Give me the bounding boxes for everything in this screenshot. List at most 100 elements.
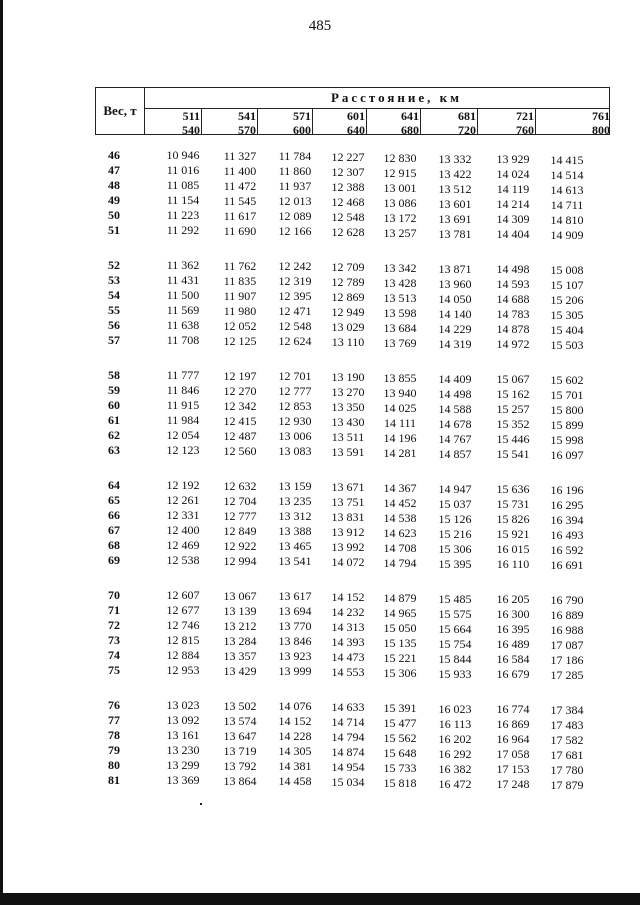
value-cell: 11 777 bbox=[166, 368, 200, 382]
value-cell: 13 574 bbox=[223, 713, 257, 728]
value-cell: 14 909 bbox=[550, 227, 584, 242]
value-cell: 13 770 bbox=[278, 619, 312, 634]
value-cell: 12 930 bbox=[278, 414, 312, 429]
range-to: 600 bbox=[293, 123, 311, 137]
weight-cell: 48 bbox=[108, 178, 120, 192]
value-cell: 16 395 bbox=[496, 622, 530, 637]
weight-cell: 77 bbox=[108, 713, 120, 727]
value-cell: 12 331 bbox=[166, 508, 200, 522]
value-cell: 15 899 bbox=[550, 417, 584, 432]
scan-border-bottom bbox=[0, 893, 640, 905]
weight-cell: 51 bbox=[108, 223, 120, 237]
value-cell: 11 784 bbox=[278, 149, 312, 164]
value-cell: 14 688 bbox=[496, 292, 530, 307]
value-cell: 12 471 bbox=[278, 304, 312, 319]
value-cell: 15 998 bbox=[550, 432, 584, 447]
value-cell: 14 140 bbox=[438, 306, 472, 321]
value-cell: 16 015 bbox=[496, 542, 530, 557]
table-row: 64 12 192 12 632 13 159 13 671 14 367 14 947 15… bbox=[0, 478, 640, 497]
value-cell: 16 196 bbox=[550, 482, 584, 497]
value-cell: 13 601 bbox=[438, 196, 472, 211]
value-cell: 14 050 bbox=[438, 291, 472, 306]
value-cell: 11 431 bbox=[166, 273, 200, 287]
value-cell: 11 223 bbox=[166, 208, 200, 222]
value-cell: 14 024 bbox=[496, 167, 530, 182]
value-cell: 14 415 bbox=[550, 152, 584, 167]
weight-cell: 56 bbox=[108, 318, 120, 332]
value-cell: 16 774 bbox=[496, 702, 530, 717]
value-cell: 12 704 bbox=[223, 493, 257, 508]
value-cell: 13 430 bbox=[331, 415, 365, 430]
value-cell: 13 342 bbox=[383, 260, 417, 275]
value-cell: 11 327 bbox=[223, 148, 257, 163]
value-cell: 14 972 bbox=[496, 337, 530, 352]
value-cell: 15 221 bbox=[383, 650, 417, 665]
value-cell: 13 591 bbox=[331, 445, 365, 460]
value-cell: 13 831 bbox=[331, 510, 365, 525]
value-cell: 14 538 bbox=[383, 510, 417, 525]
value-cell: 16 869 bbox=[496, 717, 530, 732]
weight-cell: 62 bbox=[108, 428, 120, 442]
value-cell: 11 762 bbox=[223, 258, 257, 273]
value-cell: 11 085 bbox=[166, 178, 200, 192]
value-cell: 15 485 bbox=[438, 591, 472, 606]
value-cell: 15 503 bbox=[550, 337, 584, 352]
value-cell: 15 921 bbox=[496, 527, 530, 542]
value-cell: 17 780 bbox=[550, 762, 584, 777]
value-cell: 12 815 bbox=[166, 633, 200, 647]
value-cell: 13 235 bbox=[278, 494, 312, 509]
distance-range-header: 571 600 bbox=[258, 108, 313, 137]
value-cell: 14 874 bbox=[331, 745, 365, 760]
range-from: 541 bbox=[238, 109, 256, 123]
value-cell: 11 500 bbox=[166, 288, 200, 302]
value-cell: 13 159 bbox=[278, 479, 312, 494]
value-cell: 14 367 bbox=[383, 480, 417, 495]
value-cell: 12 624 bbox=[278, 334, 312, 349]
value-cell: 12 227 bbox=[331, 150, 365, 165]
value-cell: 13 388 bbox=[278, 524, 312, 539]
value-cell: 15 404 bbox=[550, 322, 584, 337]
range-from: 641 bbox=[401, 109, 419, 123]
value-cell: 12 953 bbox=[166, 663, 200, 677]
value-cell: 14 452 bbox=[383, 495, 417, 510]
value-cell: 14 309 bbox=[496, 212, 530, 227]
range-from: 571 bbox=[293, 109, 311, 123]
value-cell: 13 960 bbox=[438, 276, 472, 291]
range-from: 721 bbox=[516, 109, 534, 123]
table-row: 62 12 054 12 487 13 006 13 511 14 196 14 767 15… bbox=[0, 428, 640, 447]
value-cell: 17 087 bbox=[550, 637, 584, 652]
value-cell: 12 400 bbox=[166, 523, 200, 537]
value-cell: 13 513 bbox=[383, 290, 417, 305]
value-cell: 13 422 bbox=[438, 166, 472, 181]
value-cell: 13 912 bbox=[331, 525, 365, 540]
value-cell: 15 162 bbox=[496, 387, 530, 402]
value-cell: 15 844 bbox=[438, 651, 472, 666]
table-row: 72 12 746 13 212 13 770 14 313 15 050 15 664 16… bbox=[0, 618, 640, 637]
value-cell: 15 733 bbox=[383, 760, 417, 775]
table-row: 46 10 946 11 327 11 784 12 227 12 830 13 332 13… bbox=[0, 148, 640, 167]
value-cell: 15 037 bbox=[438, 496, 472, 511]
table-row: 69 12 538 12 994 13 541 14 072 14 794 15 395 16… bbox=[0, 553, 640, 572]
value-cell: 16 110 bbox=[496, 557, 530, 572]
value-cell: 15 754 bbox=[438, 636, 472, 651]
value-cell: 15 562 bbox=[383, 730, 417, 745]
weight-cell: 70 bbox=[108, 588, 120, 602]
value-cell: 12 746 bbox=[166, 618, 200, 632]
value-cell: 11 980 bbox=[223, 303, 257, 318]
value-cell: 13 617 bbox=[278, 589, 312, 604]
table-row: 65 12 261 12 704 13 235 13 751 14 452 15 037 15… bbox=[0, 493, 640, 512]
value-cell: 12 884 bbox=[166, 648, 200, 662]
range-from: 511 bbox=[182, 109, 200, 123]
value-cell: 11 708 bbox=[166, 333, 200, 347]
value-cell: 11 915 bbox=[166, 398, 200, 412]
distance-range-header: 541 570 bbox=[202, 108, 258, 137]
weight-header: Вес, т bbox=[96, 88, 145, 134]
weight-cell: 76 bbox=[108, 698, 120, 712]
value-cell: 13 691 bbox=[438, 211, 472, 226]
value-cell: 14 879 bbox=[383, 590, 417, 605]
table-row: 55 11 569 11 980 12 471 12 949 13 598 14 140 14… bbox=[0, 303, 640, 322]
table-row: 56 11 638 12 052 12 548 13 029 13 684 14 229 14… bbox=[0, 318, 640, 337]
value-cell: 12 709 bbox=[331, 260, 365, 275]
value-cell: 12 125 bbox=[223, 333, 257, 348]
value-cell: 12 395 bbox=[278, 289, 312, 304]
